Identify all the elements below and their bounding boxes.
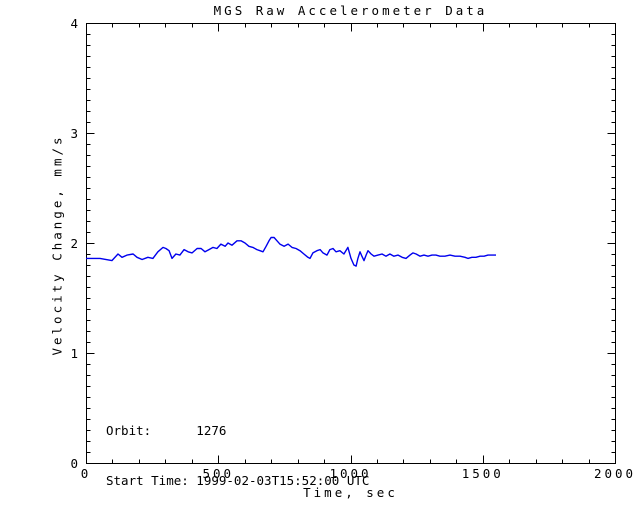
y-tick-label: 1 bbox=[70, 346, 81, 361]
y-tick-label: 0 bbox=[70, 456, 81, 471]
x-tick-label: 1000 bbox=[329, 466, 372, 481]
x-tick-label: 500 bbox=[202, 466, 235, 481]
y-tick-label: 3 bbox=[70, 126, 81, 141]
x-tick-label: 2000 bbox=[593, 466, 637, 481]
x-tick-label: 0 bbox=[80, 466, 92, 481]
y-tick-label: 4 bbox=[70, 16, 81, 31]
x-tick-label: 1500 bbox=[461, 466, 504, 481]
annotation-block: Orbit: 1276 Start Time: 1999-02-03T15:52… bbox=[106, 390, 369, 512]
chart-title: MGS Raw Accelerometer Data bbox=[213, 3, 488, 18]
x-axis-label: Time, sec bbox=[303, 485, 398, 500]
data-line bbox=[86, 236, 496, 267]
y-tick-label: 2 bbox=[70, 236, 81, 251]
start-time-annotation: Start Time: 1999-02-03T15:52:00 UTC bbox=[106, 472, 370, 488]
orbit-annotation: Orbit: 1276 bbox=[106, 423, 227, 438]
